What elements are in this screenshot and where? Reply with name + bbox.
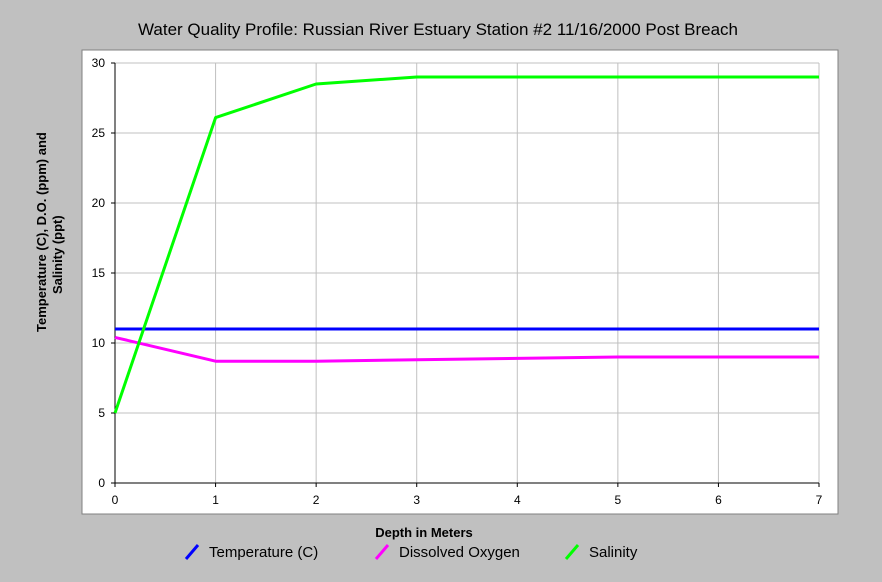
legend-swatch [374, 544, 390, 560]
y-tick-label: 25 [92, 126, 106, 140]
y-tick-label: 0 [98, 476, 105, 490]
y-tick-label: 30 [92, 56, 106, 70]
legend-label: Salinity [589, 544, 638, 561]
x-tick-label: 2 [313, 493, 320, 507]
y-axis-label-line2: Salinity (ppt) [50, 215, 65, 294]
y-tick-label: 20 [92, 196, 106, 210]
series-line-1 [114, 335, 819, 363]
x-tick-label: 0 [112, 493, 119, 507]
x-tick-label: 1 [212, 493, 219, 507]
y-axis-label-line1: Temperature (C), D.O. (ppm) and [34, 132, 49, 332]
x-tick-label: 3 [413, 493, 420, 507]
legend-item-2: Salinity [564, 544, 638, 561]
chart-title: Water Quality Profile: Russian River Est… [138, 20, 738, 39]
y-tick-label: 10 [92, 336, 106, 350]
legend-swatch [564, 544, 580, 560]
legend-item-1: Dissolved Oxygen [374, 544, 520, 561]
legend-label: Temperature (C) [209, 544, 318, 561]
tick-labels: 0 1 2 3 4 5 6 7 0 5 10 15 20 25 30 [92, 56, 823, 507]
legend-swatch [184, 544, 200, 560]
series-line-2 [113, 75, 819, 414]
grid [115, 62, 820, 483]
x-tick-label: 5 [615, 493, 622, 507]
series-lines [113, 75, 819, 414]
x-tick-label: 7 [816, 493, 823, 507]
plot-panel [81, 49, 839, 515]
x-axis-label: Depth in Meters [375, 525, 473, 540]
legend-item-0: Temperature (C) [184, 544, 318, 561]
legend-label: Dissolved Oxygen [399, 544, 520, 561]
y-tick-label: 15 [92, 266, 106, 280]
y-tick-label: 5 [98, 406, 105, 420]
x-tick-label: 6 [715, 493, 722, 507]
legend: Temperature (C) Dissolved Oxygen Salinity [184, 544, 638, 561]
x-tick-label: 4 [514, 493, 521, 507]
